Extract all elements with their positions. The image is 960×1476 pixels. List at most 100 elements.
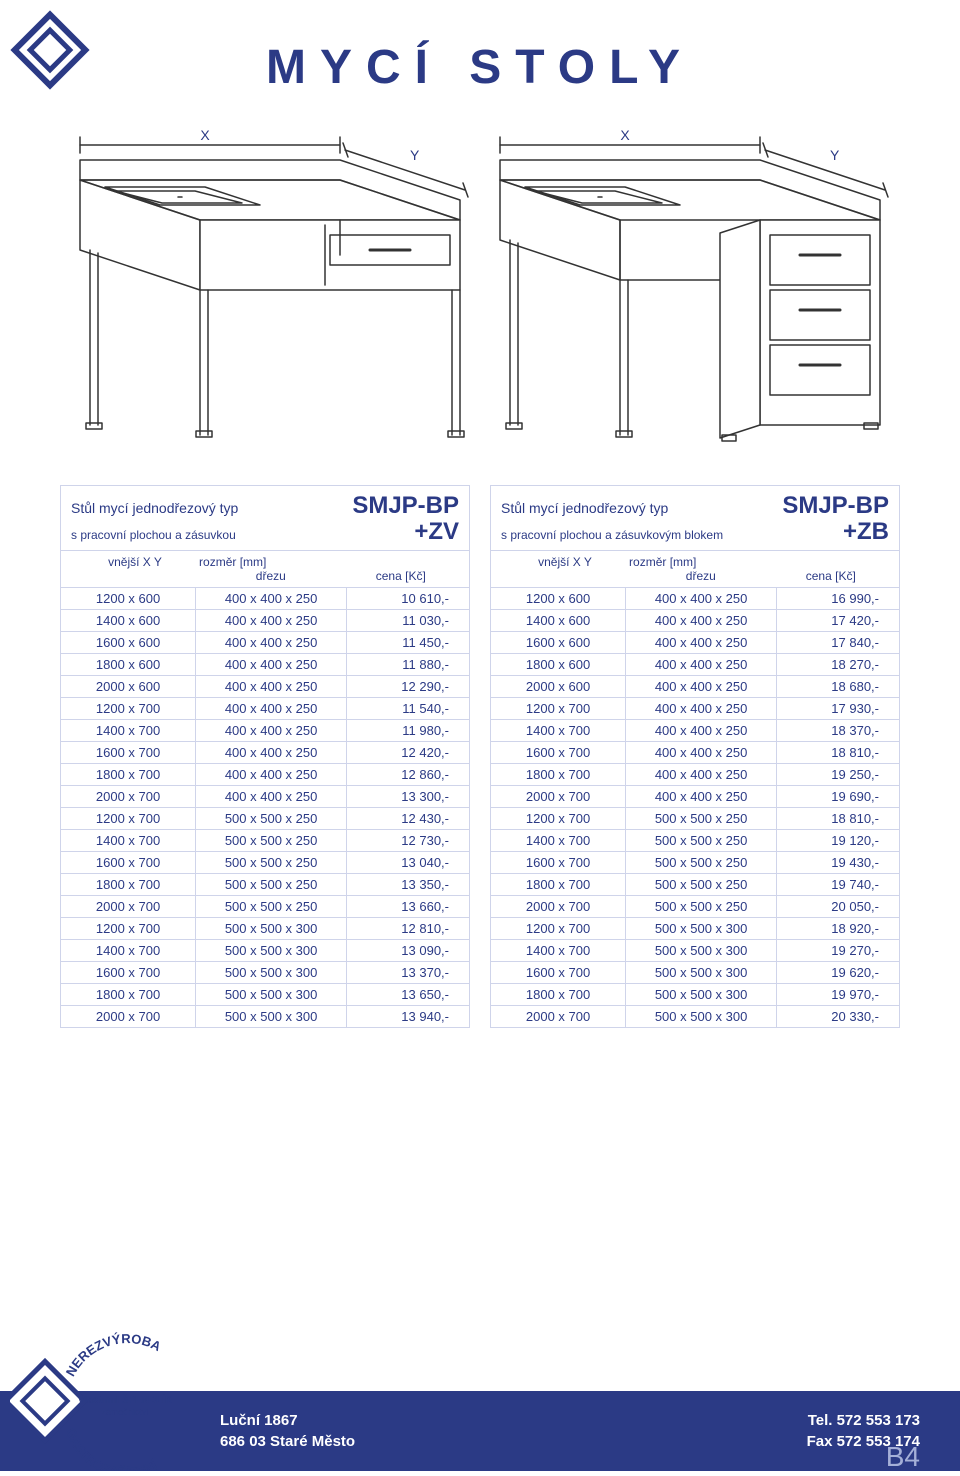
table-row: 1400 x 600400 x 400 x 25011 030,-: [61, 610, 469, 632]
col-header-group: rozměr [mm]: [199, 555, 266, 569]
table-row: 1400 x 700500 x 500 x 30013 090,-: [61, 940, 469, 962]
table-row: 1400 x 700500 x 500 x 25019 120,-: [491, 830, 899, 852]
cell-outer: 1600 x 700: [491, 962, 626, 984]
diagrams-row: X Y: [60, 125, 900, 445]
table-row: 1800 x 700400 x 400 x 25012 860,-: [61, 764, 469, 786]
cell-sink: 500 x 500 x 300: [196, 962, 347, 984]
cell-price: 19 740,-: [777, 874, 899, 896]
cell-price: 18 680,-: [777, 676, 899, 698]
cell-outer: 1800 x 700: [491, 874, 626, 896]
table-row: 1200 x 600400 x 400 x 25016 990,-: [491, 588, 899, 610]
col-header-sink: dřezu: [629, 569, 773, 583]
cell-sink: 400 x 400 x 250: [196, 610, 347, 632]
cell-price: 12 290,-: [347, 676, 469, 698]
cell-sink: 400 x 400 x 250: [196, 786, 347, 808]
table-row: 1400 x 700400 x 400 x 25018 370,-: [491, 720, 899, 742]
table-row: 1800 x 700500 x 500 x 30013 650,-: [61, 984, 469, 1006]
cell-price: 13 940,-: [347, 1006, 469, 1028]
table-row: 1800 x 700500 x 500 x 25019 740,-: [491, 874, 899, 896]
cell-outer: 1600 x 700: [491, 742, 626, 764]
badge-text-mid1: Vlastimil ŠPENDLÍK: [78, 1393, 173, 1406]
cell-sink: 500 x 500 x 300: [196, 1006, 347, 1028]
cell-price: 18 920,-: [777, 918, 899, 940]
table-row: 1600 x 600400 x 400 x 25011 450,-: [61, 632, 469, 654]
cell-price: 18 810,-: [777, 808, 899, 830]
badge-text-top: NEREZVÝROBA: [63, 1331, 164, 1379]
cell-sink: 500 x 500 x 250: [626, 852, 777, 874]
table-row: 1800 x 700400 x 400 x 25019 250,-: [491, 764, 899, 786]
cell-outer: 2000 x 700: [491, 786, 626, 808]
table-row: 1400 x 700500 x 500 x 25012 730,-: [61, 830, 469, 852]
cell-sink: 400 x 400 x 250: [196, 742, 347, 764]
product-code-main: SMJP-BP: [352, 492, 459, 520]
cell-outer: 1800 x 700: [61, 984, 196, 1006]
cell-price: 13 370,-: [347, 962, 469, 984]
table-row: 1600 x 700500 x 500 x 30019 620,-: [491, 962, 899, 984]
cell-price: 18 810,-: [777, 742, 899, 764]
diagram-sink-table-drawer-block: X Y: [480, 125, 900, 445]
cell-outer: 1400 x 700: [491, 830, 626, 852]
cell-sink: 500 x 500 x 300: [196, 984, 347, 1006]
table-row: 1400 x 600400 x 400 x 25017 420,-: [491, 610, 899, 632]
diagram-sink-table-drawer: X Y: [60, 125, 480, 445]
cell-outer: 2000 x 700: [61, 1006, 196, 1028]
product-block-zb: Stůl mycí jednodřezový typ SMJP-BP s pra…: [490, 485, 900, 1028]
table-row: 2000 x 700400 x 400 x 25019 690,-: [491, 786, 899, 808]
cell-sink: 500 x 500 x 300: [196, 918, 347, 940]
cell-outer: 1600 x 700: [61, 852, 196, 874]
cell-outer: 2000 x 700: [61, 786, 196, 808]
cell-price: 12 420,-: [347, 742, 469, 764]
cell-sink: 400 x 400 x 250: [196, 676, 347, 698]
table-row: 2000 x 700500 x 500 x 25020 050,-: [491, 896, 899, 918]
dim-x-label: X: [620, 127, 630, 143]
cell-outer: 1400 x 600: [61, 610, 196, 632]
cell-price: 11 880,-: [347, 654, 469, 676]
cell-sink: 400 x 400 x 250: [196, 720, 347, 742]
cell-sink: 400 x 400 x 250: [196, 588, 347, 610]
cell-outer: 1200 x 600: [61, 588, 196, 610]
table-row: 2000 x 700400 x 400 x 25013 300,-: [61, 786, 469, 808]
cell-price: 13 650,-: [347, 984, 469, 1006]
table-row: 2000 x 700500 x 500 x 30013 940,-: [61, 1006, 469, 1028]
cell-outer: 1200 x 700: [491, 918, 626, 940]
cell-sink: 400 x 400 x 250: [196, 698, 347, 720]
col-header-outer: vnější X Y: [501, 555, 629, 569]
cell-price: 13 660,-: [347, 896, 469, 918]
product-subtitle: s pracovní plochou a zásuvkovým blokem: [501, 528, 723, 542]
badge-text-mid2: zámečnictví: [101, 1407, 149, 1417]
footer-address-2: 686 03 Staré Město: [220, 1431, 355, 1452]
cell-sink: 400 x 400 x 250: [626, 588, 777, 610]
badge-text-bottom: GASTROZAŘÍZENÍ: [63, 1426, 160, 1471]
cell-outer: 1800 x 700: [61, 764, 196, 786]
cell-price: 10 610,-: [347, 588, 469, 610]
cell-sink: 400 x 400 x 250: [626, 720, 777, 742]
col-header-outer: vnější X Y: [71, 555, 199, 569]
cell-outer: 1400 x 700: [61, 830, 196, 852]
cell-price: 13 350,-: [347, 874, 469, 896]
cell-sink: 400 x 400 x 250: [626, 786, 777, 808]
cell-price: 20 050,-: [777, 896, 899, 918]
cell-sink: 500 x 500 x 300: [626, 918, 777, 940]
dim-y-label: Y: [830, 147, 840, 163]
cell-price: 11 030,-: [347, 610, 469, 632]
cell-outer: 1600 x 700: [491, 852, 626, 874]
svg-text:GASTROZAŘÍZENÍ: GASTROZAŘÍZENÍ: [63, 1426, 160, 1471]
cell-sink: 400 x 400 x 250: [196, 764, 347, 786]
table-row: 1200 x 700500 x 500 x 25012 430,-: [61, 808, 469, 830]
cell-price: 13 090,-: [347, 940, 469, 962]
product-code-main: SMJP-BP: [782, 492, 889, 520]
cell-price: 19 970,-: [777, 984, 899, 1006]
table-row: 1600 x 700400 x 400 x 25018 810,-: [491, 742, 899, 764]
cell-price: 12 430,-: [347, 808, 469, 830]
cell-outer: 1200 x 700: [491, 808, 626, 830]
table-row: 1200 x 700500 x 500 x 30012 810,-: [61, 918, 469, 940]
table-row: 2000 x 700500 x 500 x 30020 330,-: [491, 1006, 899, 1028]
table-row: 1200 x 700400 x 400 x 25011 540,-: [61, 698, 469, 720]
cell-outer: 1800 x 700: [61, 874, 196, 896]
cell-price: 19 690,-: [777, 786, 899, 808]
table-row: 1800 x 700500 x 500 x 30019 970,-: [491, 984, 899, 1006]
col-header-group: rozměr [mm]: [629, 555, 696, 569]
cell-price: 11 540,-: [347, 698, 469, 720]
footer-address-1: Luční 1867: [220, 1410, 355, 1431]
cell-outer: 1400 x 700: [491, 720, 626, 742]
